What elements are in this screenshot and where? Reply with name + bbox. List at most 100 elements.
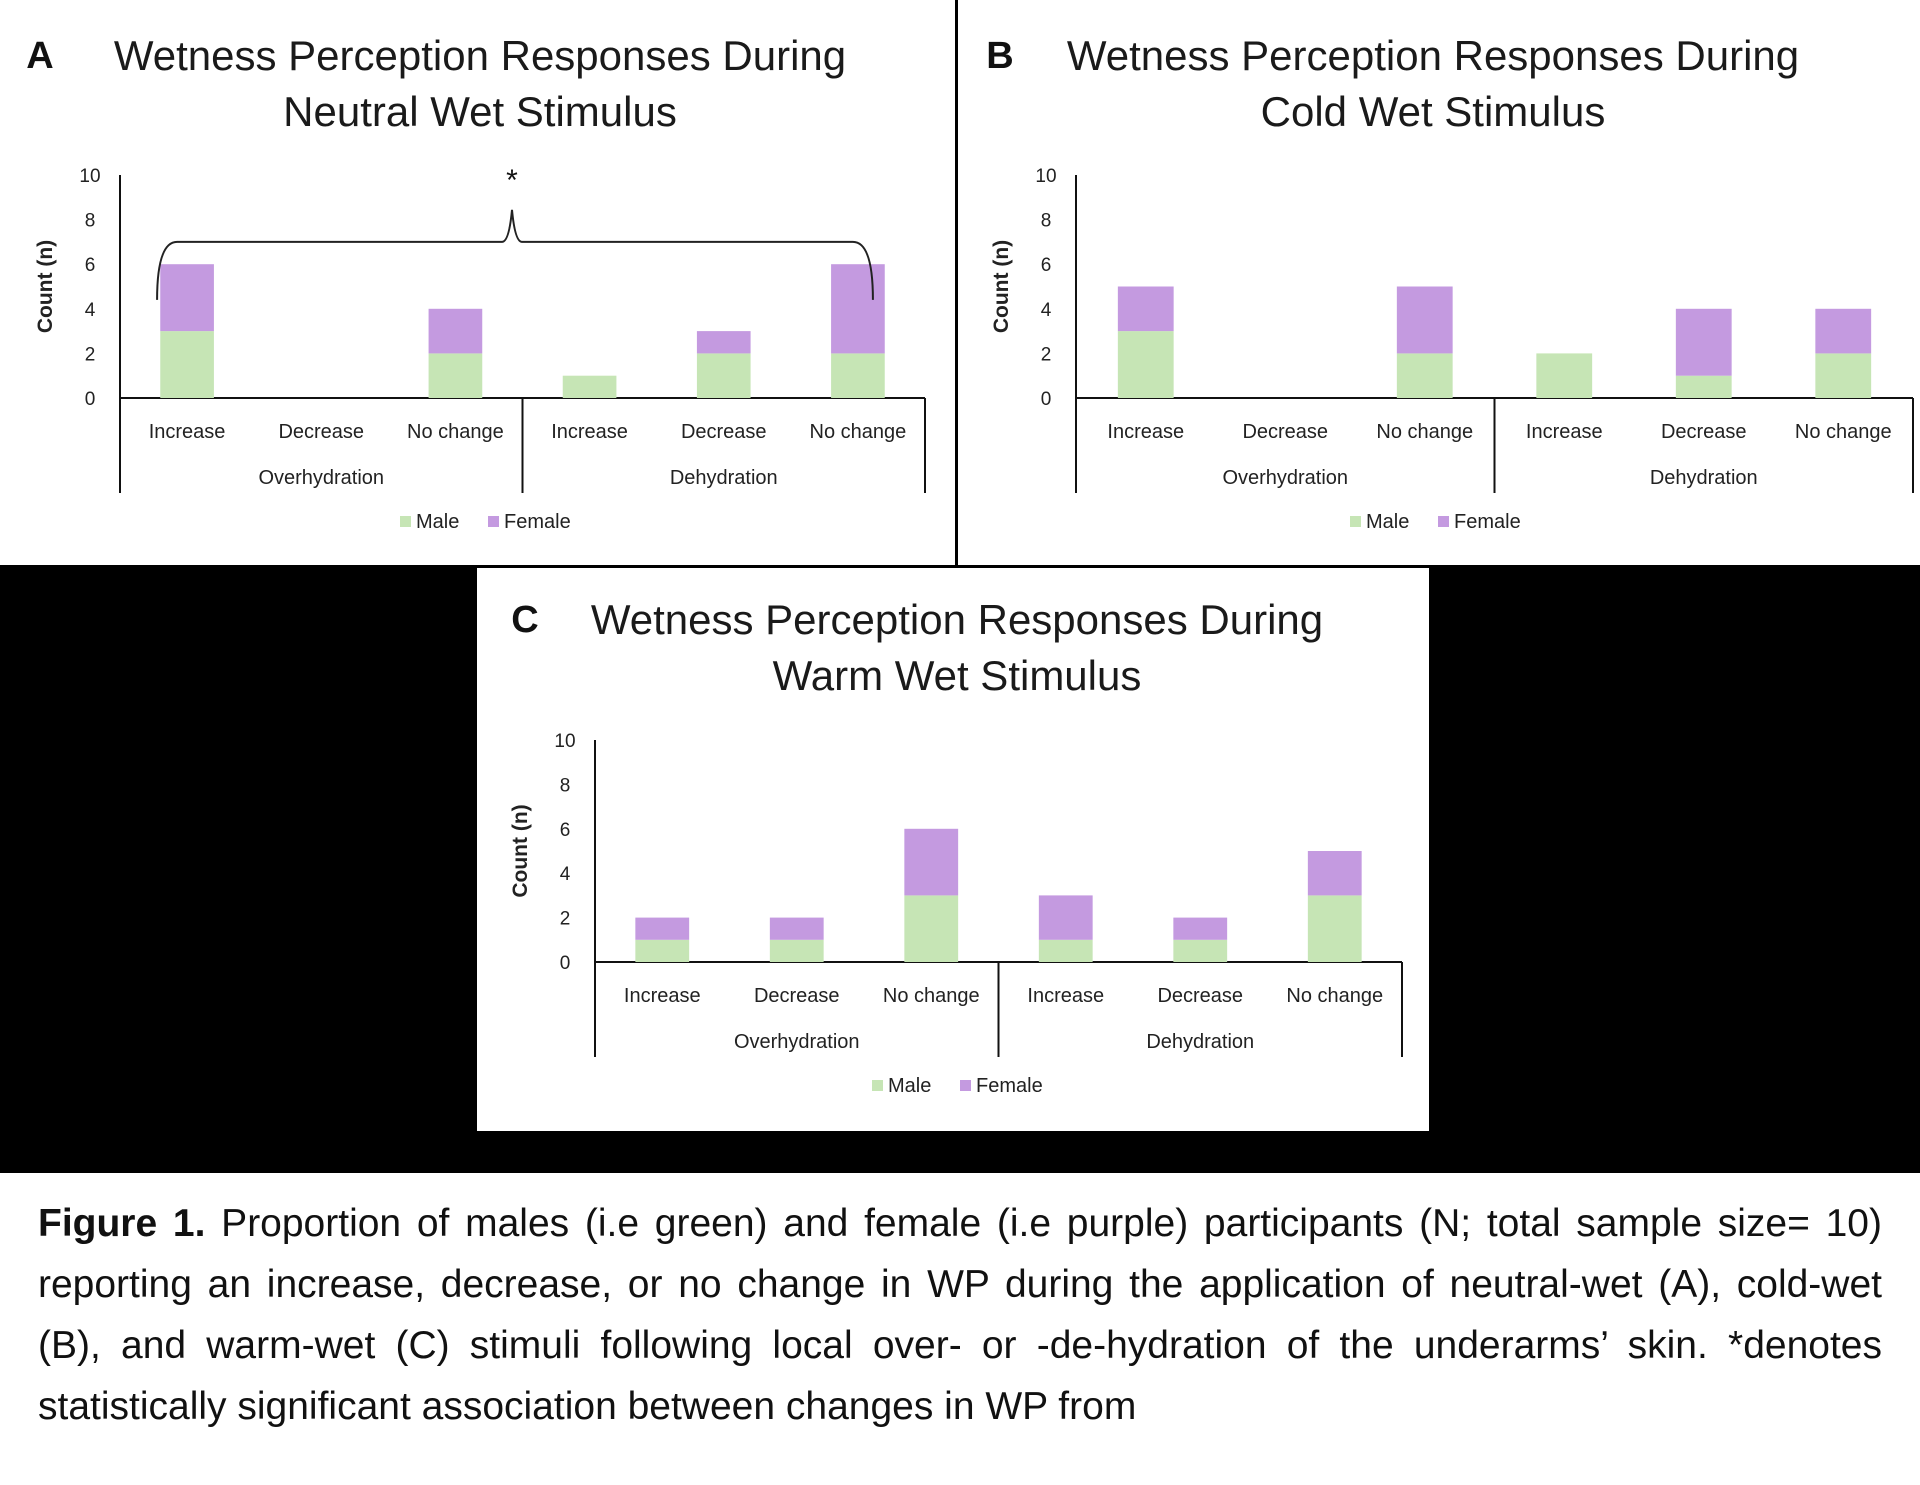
x-tick-label: Increase bbox=[1027, 985, 1104, 1007]
chart-title-line-2: Warm Wet Stimulus bbox=[773, 652, 1142, 699]
bar-female bbox=[1675, 308, 1732, 376]
panel-letter: C bbox=[511, 599, 538, 641]
bar-male bbox=[562, 375, 617, 398]
chart-panel-c: C Wetness Perception Responses During Warm… bbox=[477, 568, 1429, 1131]
bar-male bbox=[831, 353, 885, 398]
legend-swatch-male bbox=[1350, 516, 1361, 527]
bar-male bbox=[769, 939, 824, 962]
legend-label-female: Female bbox=[504, 511, 571, 533]
x-tick-label: Increase bbox=[551, 421, 628, 443]
y-tick-label: 2 bbox=[85, 344, 96, 365]
bar-female bbox=[160, 264, 214, 332]
bar-male bbox=[1173, 939, 1228, 962]
x-tick-label: No change bbox=[1795, 421, 1892, 443]
bar-female bbox=[635, 917, 690, 940]
bar-male bbox=[696, 353, 751, 398]
figure-caption: Figure 1. Proportion of males (i.e green… bbox=[0, 1173, 1920, 1485]
bar-male bbox=[1307, 895, 1362, 962]
y-tick-label: 6 bbox=[560, 820, 571, 841]
x-tick-label: No change bbox=[1286, 985, 1383, 1007]
legend-label-male: Male bbox=[1366, 511, 1409, 533]
legend: Male Female bbox=[400, 511, 571, 533]
legend-swatch-female bbox=[488, 516, 499, 527]
x-tick-label: No change bbox=[810, 421, 907, 443]
chart-title-line-1: Wetness Perception Responses During bbox=[591, 596, 1323, 643]
bar-female bbox=[1815, 308, 1872, 354]
bar-male bbox=[1675, 375, 1732, 398]
bar-male bbox=[428, 353, 483, 398]
y-tick-label: 4 bbox=[1041, 300, 1052, 321]
bar-female bbox=[1173, 917, 1228, 940]
group-label: Dehydration bbox=[1650, 467, 1758, 489]
legend-label-female: Female bbox=[976, 1075, 1043, 1097]
bar-male bbox=[1815, 353, 1872, 398]
chart-svg: A Wetness Perception Responses During Neut… bbox=[26, 32, 926, 533]
group-label: Overhydration bbox=[258, 467, 384, 489]
group-label: Dehydration bbox=[1146, 1031, 1254, 1053]
y-tick-label: 6 bbox=[1041, 255, 1052, 276]
x-tick-label: Increase bbox=[1107, 421, 1184, 443]
x-tick-label: No change bbox=[407, 421, 504, 443]
x-tick-label: No change bbox=[1376, 421, 1473, 443]
legend-swatch-female bbox=[960, 1080, 971, 1091]
bar-female bbox=[1396, 286, 1453, 354]
bar-male bbox=[1038, 939, 1093, 962]
y-tick-label: 10 bbox=[79, 166, 100, 187]
x-tick-label: Decrease bbox=[1157, 985, 1243, 1007]
chart-panel-a: A Wetness Perception Responses During Neut… bbox=[0, 0, 955, 565]
y-tick-label: 4 bbox=[560, 864, 571, 885]
legend-label-female: Female bbox=[1454, 511, 1521, 533]
bar-female bbox=[428, 308, 483, 354]
bar-female bbox=[769, 917, 824, 940]
y-tick-label: 8 bbox=[560, 775, 571, 796]
group-label: Overhydration bbox=[1222, 467, 1348, 489]
chart-svg: B Wetness Perception Responses During Cold… bbox=[986, 32, 1914, 533]
y-tick-label: 0 bbox=[85, 389, 96, 410]
x-tick-label: Increase bbox=[624, 985, 701, 1007]
bar-female bbox=[696, 331, 751, 354]
y-tick-label: 10 bbox=[554, 731, 575, 752]
x-tick-label: Decrease bbox=[754, 985, 840, 1007]
chart-title-line-2: Neutral Wet Stimulus bbox=[283, 88, 677, 135]
x-tick-label: Increase bbox=[149, 421, 226, 443]
legend-label-male: Male bbox=[416, 511, 459, 533]
caption-label: Figure 1. bbox=[38, 1202, 206, 1245]
x-tick-label: Increase bbox=[1526, 421, 1603, 443]
y-tick-label: 6 bbox=[85, 255, 96, 276]
y-tick-label: 0 bbox=[1041, 389, 1052, 410]
legend-swatch-female bbox=[1438, 516, 1449, 527]
panel-letter: A bbox=[26, 35, 53, 77]
x-tick-label: Decrease bbox=[278, 421, 364, 443]
legend-swatch-male bbox=[872, 1080, 883, 1091]
x-tick-label: Decrease bbox=[1661, 421, 1747, 443]
panel-letter: B bbox=[986, 35, 1013, 77]
chart-title-line-2: Cold Wet Stimulus bbox=[1261, 88, 1606, 135]
legend-label-male: Male bbox=[888, 1075, 931, 1097]
bar-male bbox=[904, 895, 959, 962]
chart-panel-b: B Wetness Perception Responses During Cold… bbox=[958, 0, 1920, 565]
x-tick-label: Decrease bbox=[681, 421, 767, 443]
y-tick-label: 2 bbox=[1041, 344, 1052, 365]
bar-male bbox=[1117, 331, 1174, 398]
y-tick-label: 8 bbox=[1041, 211, 1052, 232]
chart-title-line-1: Wetness Perception Responses During bbox=[114, 32, 846, 79]
bar-male bbox=[160, 331, 214, 398]
group-label: Overhydration bbox=[734, 1031, 860, 1053]
y-tick-label: 4 bbox=[85, 300, 96, 321]
bar-female bbox=[904, 828, 959, 896]
bar-female bbox=[1307, 851, 1362, 896]
bar-male bbox=[1396, 353, 1453, 398]
legend: Male Female bbox=[1350, 511, 1521, 533]
bar-female bbox=[831, 264, 885, 354]
significance-bracket bbox=[156, 209, 874, 300]
chart-title-line-1: Wetness Perception Responses During bbox=[1067, 32, 1799, 79]
bar-male bbox=[1536, 353, 1593, 398]
y-tick-label: 10 bbox=[1035, 166, 1056, 187]
y-axis-label: Count (n) bbox=[509, 804, 532, 897]
chart-svg: C Wetness Perception Responses During Warm… bbox=[509, 596, 1403, 1097]
legend: Male Female bbox=[872, 1075, 1043, 1097]
legend-swatch-male bbox=[400, 516, 411, 527]
x-tick-label: No change bbox=[883, 985, 980, 1007]
caption-text: Proportion of males (i.e green) and fema… bbox=[38, 1202, 1882, 1428]
group-label: Dehydration bbox=[670, 467, 778, 489]
